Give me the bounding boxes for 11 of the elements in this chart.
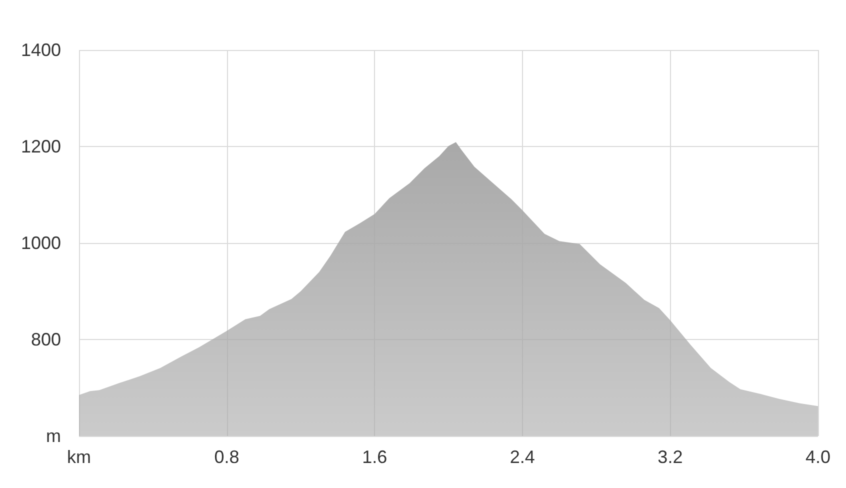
x-tick-label: 0.8 bbox=[214, 447, 240, 467]
y-tick-label: 800 bbox=[30, 330, 61, 350]
x-tick-label: 1.6 bbox=[362, 447, 388, 467]
y-tick-label: 1000 bbox=[20, 233, 61, 253]
y-tick-label: m bbox=[46, 426, 61, 446]
y-tick-label: 1400 bbox=[20, 40, 61, 60]
x-tick-label: km bbox=[67, 447, 91, 467]
x-tick-label: 3.2 bbox=[658, 447, 683, 467]
x-tick-label: 4.0 bbox=[805, 447, 831, 467]
y-tick-label: 1200 bbox=[20, 136, 61, 156]
x-tick-label: 2.4 bbox=[510, 447, 535, 467]
